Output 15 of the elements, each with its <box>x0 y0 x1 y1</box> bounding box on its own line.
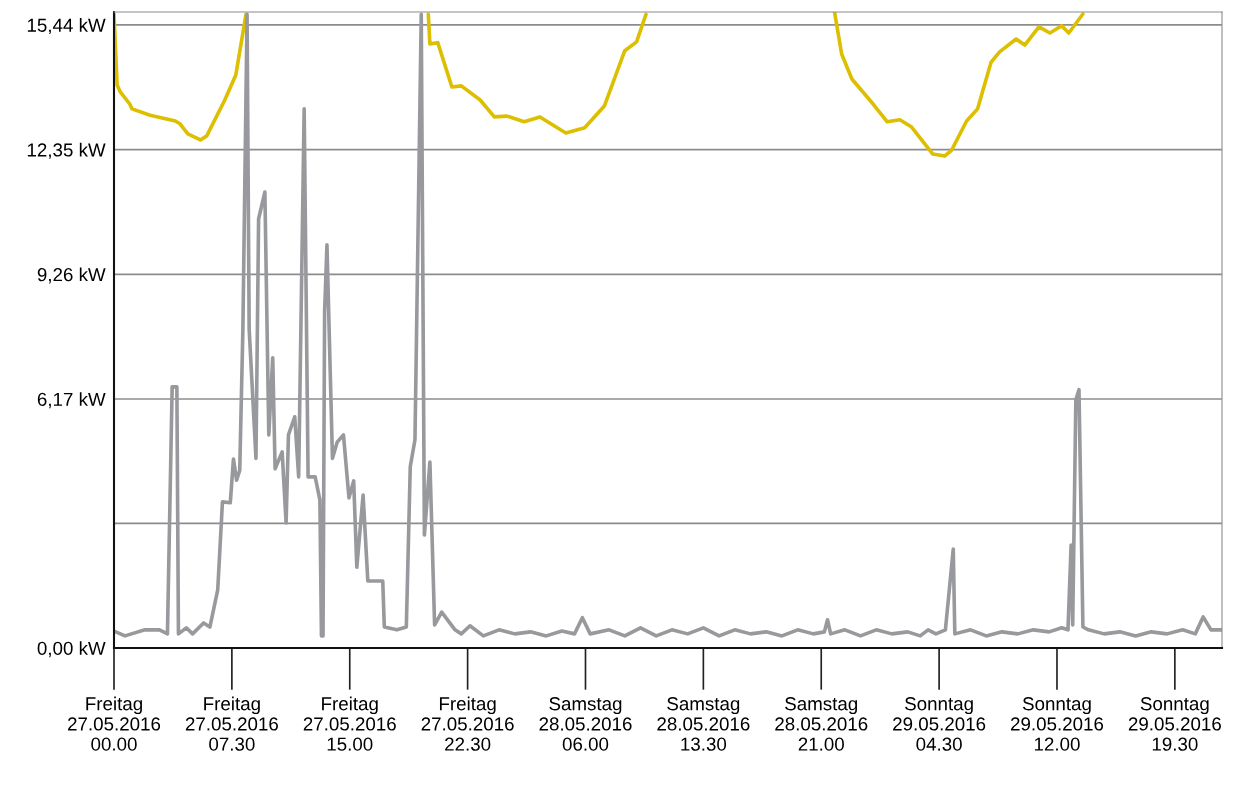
x-tick-label: Samstag 28.05.2016 21.00 <box>775 697 868 751</box>
x-tick-label: Samstag 28.05.2016 06.00 <box>539 697 632 751</box>
y-tick-label: 15,44 kW <box>27 18 106 35</box>
y-tick-label: 12,35 kW <box>27 142 106 159</box>
y-tick-label: 9,26 kW <box>37 267 106 284</box>
x-tick-label: Samstag 28.05.2016 13.30 <box>657 697 750 751</box>
x-tick-label: Freitag 27.05.2016 07.30 <box>185 696 278 751</box>
x-tick-label: Freitag 27.05.2016 15.00 <box>303 696 396 751</box>
x-tick-label: Sonntag 29.05.2016 04.30 <box>893 697 986 751</box>
y-tick-label: 0,00 kW <box>37 641 106 658</box>
y-tick-label: 6,17 kW <box>37 392 106 409</box>
x-tick-label: Freitag 27.05.2016 00.00 <box>68 696 161 751</box>
x-tick-label: Sonntag 29.05.2016 12.00 <box>1011 697 1104 751</box>
x-tick-label: Freitag 27.05.2016 22.30 <box>421 696 514 751</box>
x-tick-label: Sonntag 29.05.2016 19.30 <box>1128 697 1221 751</box>
